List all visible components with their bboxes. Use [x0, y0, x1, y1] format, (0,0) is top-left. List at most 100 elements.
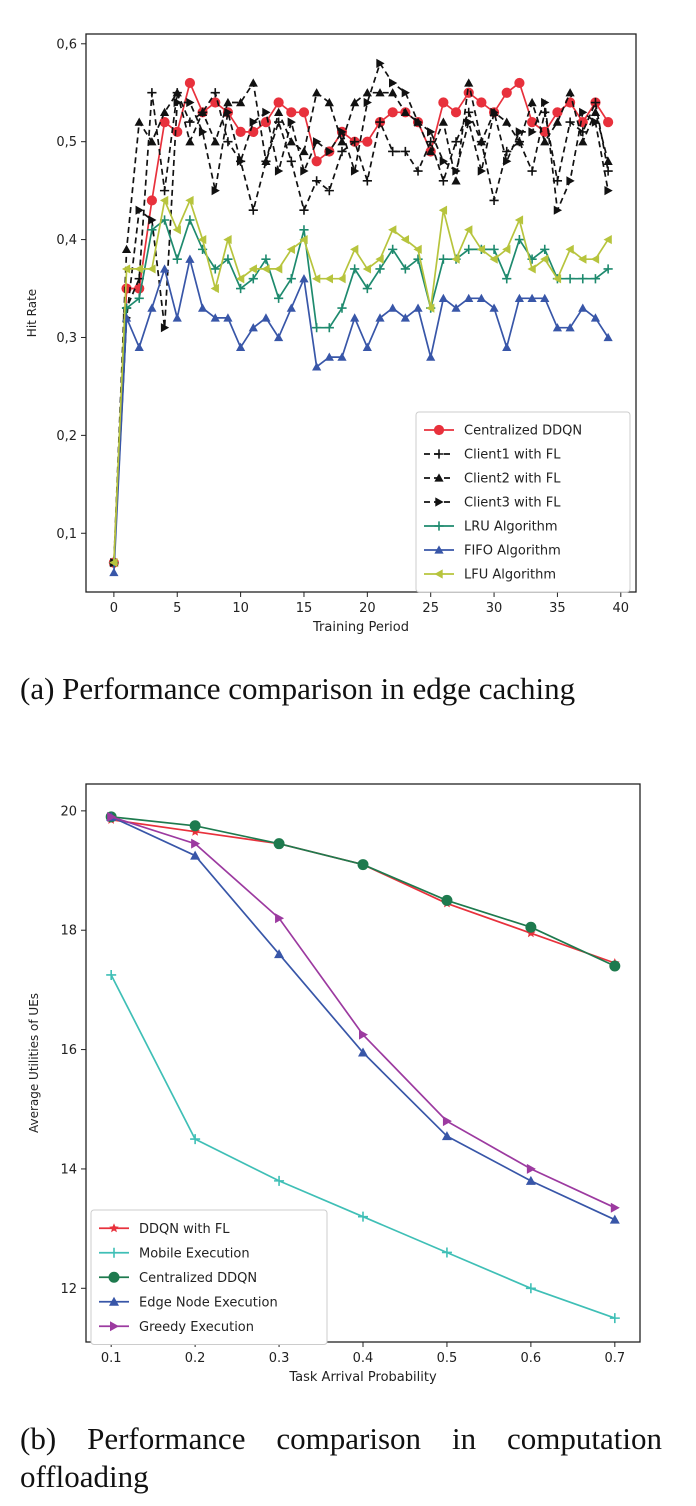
data-point	[552, 107, 563, 118]
legend-label: Greedy Execution	[139, 1320, 254, 1335]
data-point	[540, 254, 549, 264]
figure-caption-b: (b) Performance comparison in computatio…	[20, 1421, 662, 1494]
x-axis-label: Training Period	[312, 620, 409, 635]
data-point	[464, 244, 474, 254]
x-tick-label: 0.3	[269, 1351, 290, 1366]
data-point	[476, 137, 486, 146]
y-axis-label: Average Utilities of UEs	[27, 993, 41, 1133]
data-point	[173, 97, 182, 108]
data-point	[190, 850, 201, 860]
data-point	[362, 88, 372, 97]
data-point	[337, 274, 346, 284]
data-point	[286, 274, 296, 284]
data-point	[579, 107, 588, 117]
data-point	[609, 1214, 620, 1224]
data-point	[362, 176, 372, 186]
data-point	[603, 156, 613, 165]
data-point	[350, 137, 360, 147]
data-point	[159, 186, 170, 196]
data-point	[413, 254, 423, 264]
data-point	[357, 859, 369, 871]
data-point	[540, 293, 550, 302]
data-point	[286, 107, 297, 118]
data-point	[350, 313, 360, 322]
data-point	[191, 838, 201, 849]
data-point	[578, 303, 588, 312]
data-point	[312, 274, 321, 284]
data-point	[527, 97, 537, 107]
data-point	[442, 1116, 452, 1127]
legend-label: Centralized DDQN	[139, 1271, 257, 1286]
data-point	[400, 146, 410, 157]
data-point	[274, 166, 284, 176]
data-point	[224, 107, 233, 117]
data-point	[400, 107, 410, 116]
legend-marker	[433, 424, 445, 436]
data-point	[376, 58, 385, 68]
data-point	[515, 127, 525, 137]
legend-label: Mobile Execution	[139, 1246, 250, 1261]
data-point	[527, 166, 537, 176]
y-tick-label: 0,6	[56, 37, 77, 52]
legend-label: Centralized DDQN	[464, 424, 582, 439]
series-a	[108, 58, 614, 577]
y-tick-label: 16	[60, 1043, 77, 1058]
data-point	[274, 1175, 285, 1186]
data-point	[210, 137, 220, 146]
data-point	[375, 313, 385, 322]
data-point	[464, 293, 474, 302]
data-point	[439, 156, 448, 166]
data-point	[324, 274, 333, 284]
data-point	[526, 1163, 536, 1174]
data-point	[172, 88, 182, 97]
x-tick-label: 0.6	[521, 1351, 542, 1366]
chart-hit-rate: 0 5 10 15 20 25 30 35 40 0,1 0,2 0,3 0,4 0,5 0,6 Traini…	[25, 33, 637, 635]
legend-marker	[434, 545, 444, 554]
data-point	[148, 215, 157, 225]
data-point	[274, 107, 284, 116]
data-point	[273, 97, 284, 108]
data-point	[526, 117, 538, 128]
data-point	[413, 244, 422, 254]
data-point	[274, 264, 283, 274]
data-point	[464, 78, 474, 87]
data-point	[210, 283, 219, 294]
data-point	[312, 176, 322, 186]
data-point	[147, 137, 157, 146]
data-point	[186, 97, 195, 108]
data-point	[565, 88, 575, 97]
x-tick-label: 0	[110, 601, 118, 616]
data-point	[413, 166, 423, 176]
data-point	[375, 88, 385, 97]
data-point	[261, 156, 271, 165]
data-point	[324, 186, 334, 196]
data-point	[273, 838, 285, 850]
data-point	[514, 215, 524, 225]
data-point	[452, 166, 461, 176]
data-point	[337, 303, 347, 313]
data-point	[160, 323, 170, 333]
data-point	[324, 97, 334, 107]
data-point	[375, 254, 384, 264]
data-point	[109, 558, 118, 568]
legend-marker	[110, 1321, 119, 1332]
data-point	[525, 1175, 536, 1185]
legend-label: LRU Algorithm	[464, 520, 558, 535]
data-point	[603, 234, 612, 245]
data-point	[503, 156, 512, 166]
data-point	[489, 254, 498, 264]
data-point	[274, 293, 284, 303]
data-point	[565, 323, 575, 332]
x-tick-label: 20	[359, 601, 376, 616]
data-point	[604, 186, 613, 196]
data-point	[147, 88, 157, 98]
data-point	[185, 137, 195, 146]
x-tick-label: 0.2	[185, 1351, 206, 1366]
data-point	[451, 176, 461, 185]
data-point	[312, 323, 322, 333]
data-point	[211, 186, 220, 196]
data-point	[248, 323, 258, 332]
data-point	[248, 78, 258, 87]
data-point	[514, 137, 525, 146]
data-point	[261, 264, 270, 274]
